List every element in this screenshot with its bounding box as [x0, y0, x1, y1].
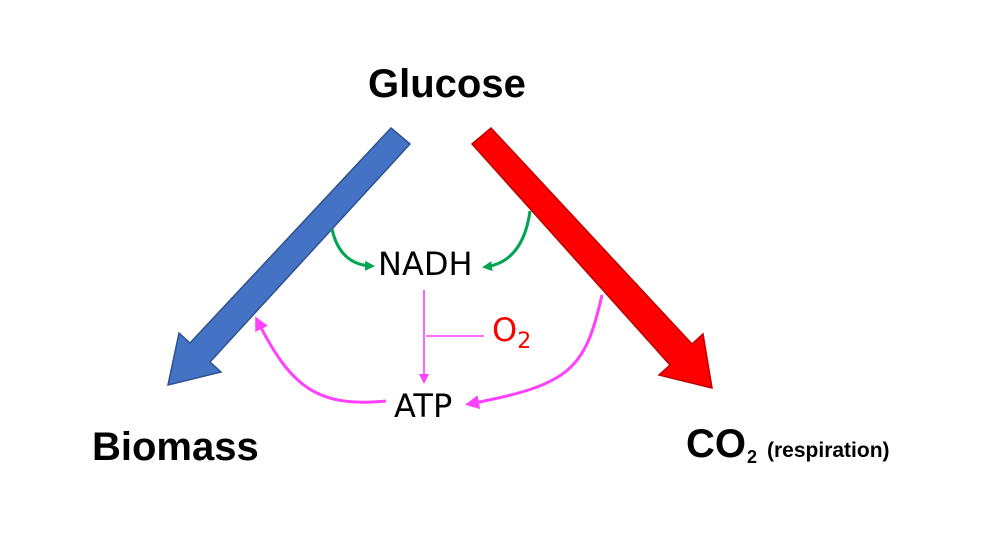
respiration-to-atp-arrow — [465, 294, 604, 410]
co2-subscript: 2 — [747, 447, 758, 467]
atp-label: ATP — [394, 387, 453, 425]
glucose-label: Glucose — [368, 62, 526, 106]
biomass-path-to-nadh-arrow — [330, 228, 375, 271]
biomass-label: Biomass — [92, 425, 259, 469]
atp-to-biomass-arrow — [255, 316, 387, 404]
glucose-to-co2-arrow — [470, 126, 713, 389]
co2-respiration-note: (respiration) — [767, 439, 890, 462]
respiration-path-to-nadh-arrow — [482, 210, 532, 272]
nadh-label: NADH — [378, 245, 473, 283]
glucose-to-biomass-arrow — [167, 126, 412, 387]
oxygen-main-text: O — [492, 311, 518, 349]
oxygen-label: O2 — [492, 314, 531, 353]
co2-label: CO2 (respiration) — [686, 424, 890, 466]
oxygen-subscript: 2 — [517, 329, 532, 354]
co2-main-text: CO — [686, 422, 746, 466]
